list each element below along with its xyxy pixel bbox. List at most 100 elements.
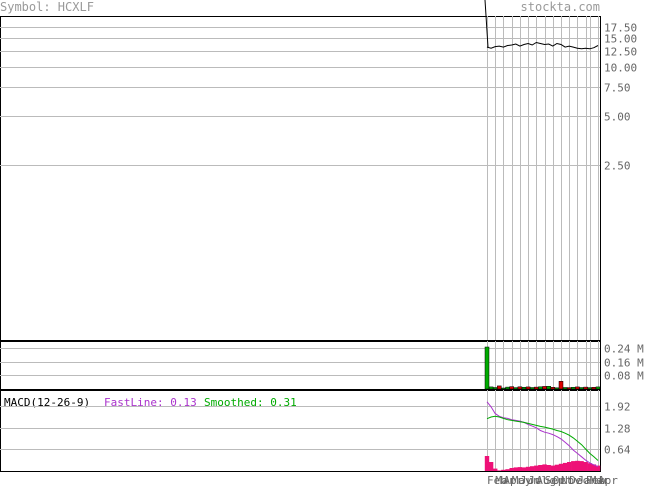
volume-bar — [575, 386, 580, 390]
x-tick-label: Mar — [495, 474, 515, 486]
symbol-header: Symbol: HCXLF — [0, 0, 94, 14]
x-tick-label: Feb — [487, 474, 507, 486]
macd-tick-label: 0.64 — [604, 444, 631, 457]
macd-histogram-bar — [587, 463, 592, 471]
x-tick-label: Feb — [586, 474, 606, 486]
macd-histogram-bar — [571, 461, 576, 471]
x-tick-label: Mar — [590, 474, 610, 486]
macd-histogram-bar — [509, 468, 514, 471]
volume-bar — [538, 386, 543, 390]
macd-histogram-bar — [575, 460, 580, 471]
volume-frame — [0, 341, 601, 390]
macd-histogram-bar — [525, 466, 531, 471]
price-tick-label: 17.50 — [604, 22, 637, 35]
volume-tick-label: 0.24 M — [604, 343, 644, 356]
volume-bar — [501, 387, 506, 390]
volume-bar — [562, 387, 568, 390]
volume-bar — [505, 386, 510, 390]
macd-histogram-bar — [505, 469, 510, 471]
macd-histogram-bar — [493, 468, 498, 471]
volume-bar — [591, 387, 597, 390]
macd-histogram-bar — [497, 470, 502, 471]
price-frame — [0, 16, 601, 341]
site-name: stockta.com — [520, 0, 600, 14]
price-tick-label: 7.50 — [604, 82, 631, 95]
volume-bar — [587, 387, 593, 390]
macd-histogram-bar — [538, 465, 543, 471]
x-tick-label: Jan — [577, 474, 597, 486]
price-tick-label: 2.50 — [604, 160, 631, 173]
price-tick-label: 15.00 — [604, 33, 637, 46]
macd-histogram-bar — [546, 465, 551, 471]
symbol-value: HCXLF — [57, 0, 94, 14]
macd-panel: MACD(12-26-9) FastLine: 0.13 Smoothed: 0… — [0, 390, 631, 472]
volume-bar — [554, 387, 560, 390]
x-tick-label: Jun — [520, 474, 540, 486]
volume-bar — [529, 387, 535, 390]
macd-histogram-bar — [542, 464, 547, 471]
volume-bar — [550, 387, 556, 390]
macd-histogram-bar — [579, 461, 584, 471]
x-tick-label: Nov — [561, 474, 581, 486]
macd-frame — [0, 390, 601, 472]
macd-histogram-bar — [591, 464, 597, 471]
macd-histogram-bar — [562, 462, 568, 471]
macd-histogram-bar — [550, 465, 555, 471]
x-tick-label: Apr — [598, 474, 618, 486]
volume-bar — [583, 386, 588, 390]
macd-tick-label: 1.28 — [604, 423, 631, 436]
volume-bar — [484, 346, 490, 390]
x-tick-label: Dec — [569, 474, 589, 486]
volume-bar — [513, 387, 519, 390]
volume-bar — [534, 386, 539, 390]
volume-bar — [509, 386, 514, 390]
volume-bar — [566, 387, 572, 390]
volume-bar — [595, 386, 601, 390]
macd-smoothed-label: Smoothed: 0.31 — [204, 396, 297, 409]
macd-histogram-bar — [595, 465, 601, 471]
macd-histogram-bar — [513, 467, 518, 471]
volume-bar — [558, 381, 564, 390]
macd-histogram-bar — [530, 466, 535, 471]
volume-bar — [571, 387, 576, 390]
macd-fastline-label: FastLine: 0.13 — [104, 396, 197, 409]
x-tick-label: Sep — [545, 474, 565, 486]
price-tick-label: 5.00 — [604, 111, 631, 124]
macd-histogram-bar — [484, 456, 490, 471]
volume-tick-label: 0.16 M — [604, 357, 644, 370]
price-line — [484, 0, 599, 50]
symbol-label: Symbol: — [0, 0, 58, 14]
volume-bar — [492, 387, 498, 390]
macd-fastline — [486, 401, 599, 468]
macd-histogram-bar — [517, 467, 523, 471]
macd-histogram-bar — [567, 462, 572, 471]
volume-tick-label: 0.08 M — [604, 370, 644, 383]
volume-bar — [488, 386, 494, 390]
volume-bar — [521, 387, 527, 390]
macd-histogram-bar — [554, 464, 560, 471]
price-tick-label: 10.00 — [604, 62, 637, 75]
macd-tick-label: 1.92 — [604, 401, 631, 414]
price-tick-label: 12.50 — [604, 46, 637, 59]
macd-smoothed-line — [486, 415, 599, 461]
volume-bar — [525, 386, 531, 390]
volume-bar — [517, 386, 523, 390]
volume-bar — [579, 387, 584, 390]
x-tick-label: Oct — [553, 474, 573, 486]
x-tick-label: Apr — [503, 474, 523, 486]
x-tick-label: Jul — [528, 474, 548, 486]
volume-bar — [497, 385, 502, 390]
macd-histogram-bar — [534, 465, 539, 471]
x-tick-label: May — [512, 474, 532, 486]
x-axis: FebMarAprMayJunJulAugSepOctNovDecJanFebM… — [487, 474, 618, 486]
macd-histogram-bar — [501, 469, 506, 471]
macd-histogram-bar — [488, 462, 494, 471]
macd-title: MACD(12-26-9) — [4, 396, 90, 409]
macd-histogram-bar — [583, 462, 588, 471]
x-tick-label: Aug — [536, 474, 556, 486]
volume-bar — [546, 386, 551, 390]
volume-bar — [542, 386, 547, 390]
macd-histogram-bar — [521, 467, 527, 471]
